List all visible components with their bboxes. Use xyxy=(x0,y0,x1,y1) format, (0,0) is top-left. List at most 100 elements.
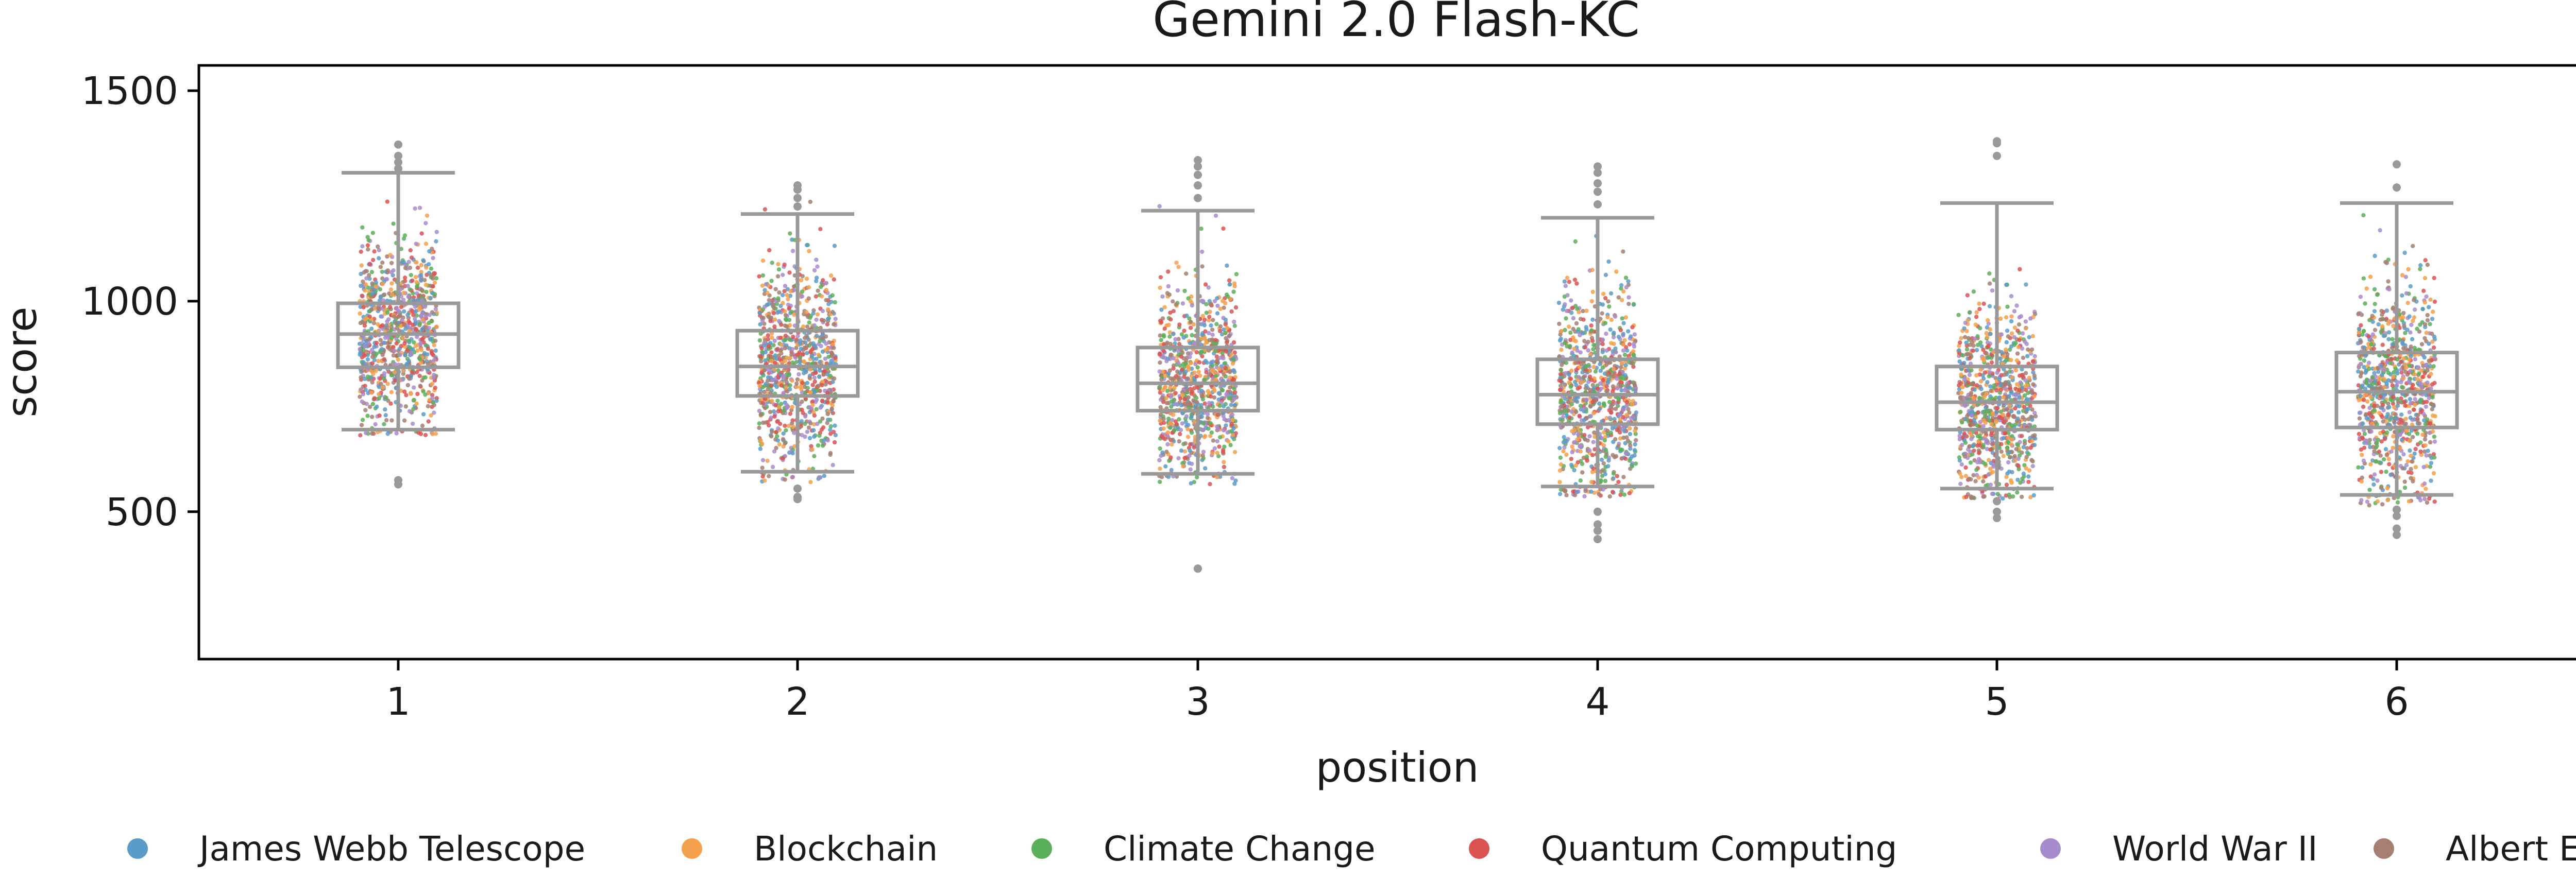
data-point xyxy=(821,443,825,448)
data-point xyxy=(778,335,783,340)
data-point xyxy=(2423,443,2428,448)
data-point xyxy=(388,328,394,333)
data-point xyxy=(2014,391,2019,396)
data-point xyxy=(1187,400,1192,405)
data-point xyxy=(1988,384,1993,389)
data-point xyxy=(808,314,814,318)
data-point xyxy=(1558,379,1564,384)
data-point xyxy=(2009,442,2014,447)
data-point xyxy=(2420,433,2425,437)
data-point xyxy=(1582,339,1587,343)
data-point xyxy=(2428,440,2433,445)
data-point xyxy=(773,403,778,408)
data-point xyxy=(1220,388,1225,393)
data-point xyxy=(1575,386,1580,391)
data-point xyxy=(2358,410,2363,415)
data-point xyxy=(1180,301,1185,306)
data-point xyxy=(1967,310,1972,315)
data-point xyxy=(1193,361,1198,367)
data-point xyxy=(2010,494,2015,499)
data-point xyxy=(1984,440,1989,445)
data-point xyxy=(767,423,771,428)
data-point xyxy=(2385,486,2390,491)
data-point xyxy=(1174,302,1178,307)
data-point xyxy=(812,379,818,384)
data-point xyxy=(1967,444,1972,448)
data-point xyxy=(1606,377,1611,382)
data-point xyxy=(1629,334,1633,339)
data-point xyxy=(833,356,838,360)
data-point xyxy=(2010,423,2014,428)
data-point xyxy=(757,310,762,315)
data-point xyxy=(2411,244,2415,248)
data-point xyxy=(2359,479,2364,484)
data-point xyxy=(813,361,818,366)
data-point xyxy=(1581,317,1586,322)
data-point xyxy=(814,370,818,375)
data-point xyxy=(1985,335,1990,339)
data-point xyxy=(1568,344,1572,349)
data-point xyxy=(1958,340,1962,345)
data-point xyxy=(1613,314,1618,319)
data-point xyxy=(421,258,426,263)
data-point xyxy=(374,284,378,289)
data-point xyxy=(414,313,419,318)
data-point xyxy=(389,261,394,265)
data-point xyxy=(2360,465,2365,470)
data-point xyxy=(1603,296,1608,301)
data-point xyxy=(1157,352,1162,357)
data-point xyxy=(431,375,436,380)
data-point xyxy=(1207,315,1212,319)
data-point xyxy=(369,270,375,274)
data-point xyxy=(1160,294,1165,299)
data-point xyxy=(1563,488,1568,493)
data-point xyxy=(378,350,383,354)
data-point xyxy=(1229,422,1234,427)
data-point xyxy=(771,343,776,348)
data-point xyxy=(2375,478,2380,483)
data-point xyxy=(1222,404,1226,409)
data-point xyxy=(1592,434,1597,439)
data-point xyxy=(1589,489,1594,494)
data-point xyxy=(370,380,375,385)
data-point xyxy=(776,267,782,272)
data-point xyxy=(787,318,792,322)
data-point xyxy=(376,305,381,310)
data-point xyxy=(1618,327,1623,333)
data-point xyxy=(372,306,378,311)
data-point xyxy=(1191,341,1196,346)
data-point xyxy=(2378,228,2382,233)
data-point xyxy=(1558,372,1563,376)
data-point xyxy=(412,398,416,403)
data-point xyxy=(1618,417,1623,422)
data-point xyxy=(1959,336,1963,340)
data-point xyxy=(2017,404,2022,409)
data-point xyxy=(787,346,792,351)
data-point xyxy=(816,353,821,357)
data-point xyxy=(763,350,768,355)
data-point xyxy=(1569,368,1574,373)
data-point xyxy=(1187,316,1192,321)
data-point xyxy=(430,396,435,401)
data-point xyxy=(2430,317,2435,321)
data-point xyxy=(1583,345,1587,350)
data-point xyxy=(1200,333,1205,337)
data-point xyxy=(433,432,438,436)
data-point xyxy=(1216,454,1221,458)
data-point xyxy=(414,327,419,332)
data-point xyxy=(1624,345,1629,350)
data-point xyxy=(1158,405,1163,409)
data-point xyxy=(1586,339,1590,344)
data-point xyxy=(769,279,774,283)
data-point xyxy=(2364,286,2369,291)
data-point xyxy=(1185,427,1190,432)
data-point xyxy=(1228,443,1233,447)
data-point xyxy=(2001,496,2005,501)
data-point xyxy=(1558,375,1563,381)
data-point xyxy=(1979,379,1984,384)
data-point xyxy=(1166,284,1171,289)
data-point xyxy=(1974,468,1979,472)
data-point xyxy=(363,317,367,322)
data-point xyxy=(1192,370,1197,375)
